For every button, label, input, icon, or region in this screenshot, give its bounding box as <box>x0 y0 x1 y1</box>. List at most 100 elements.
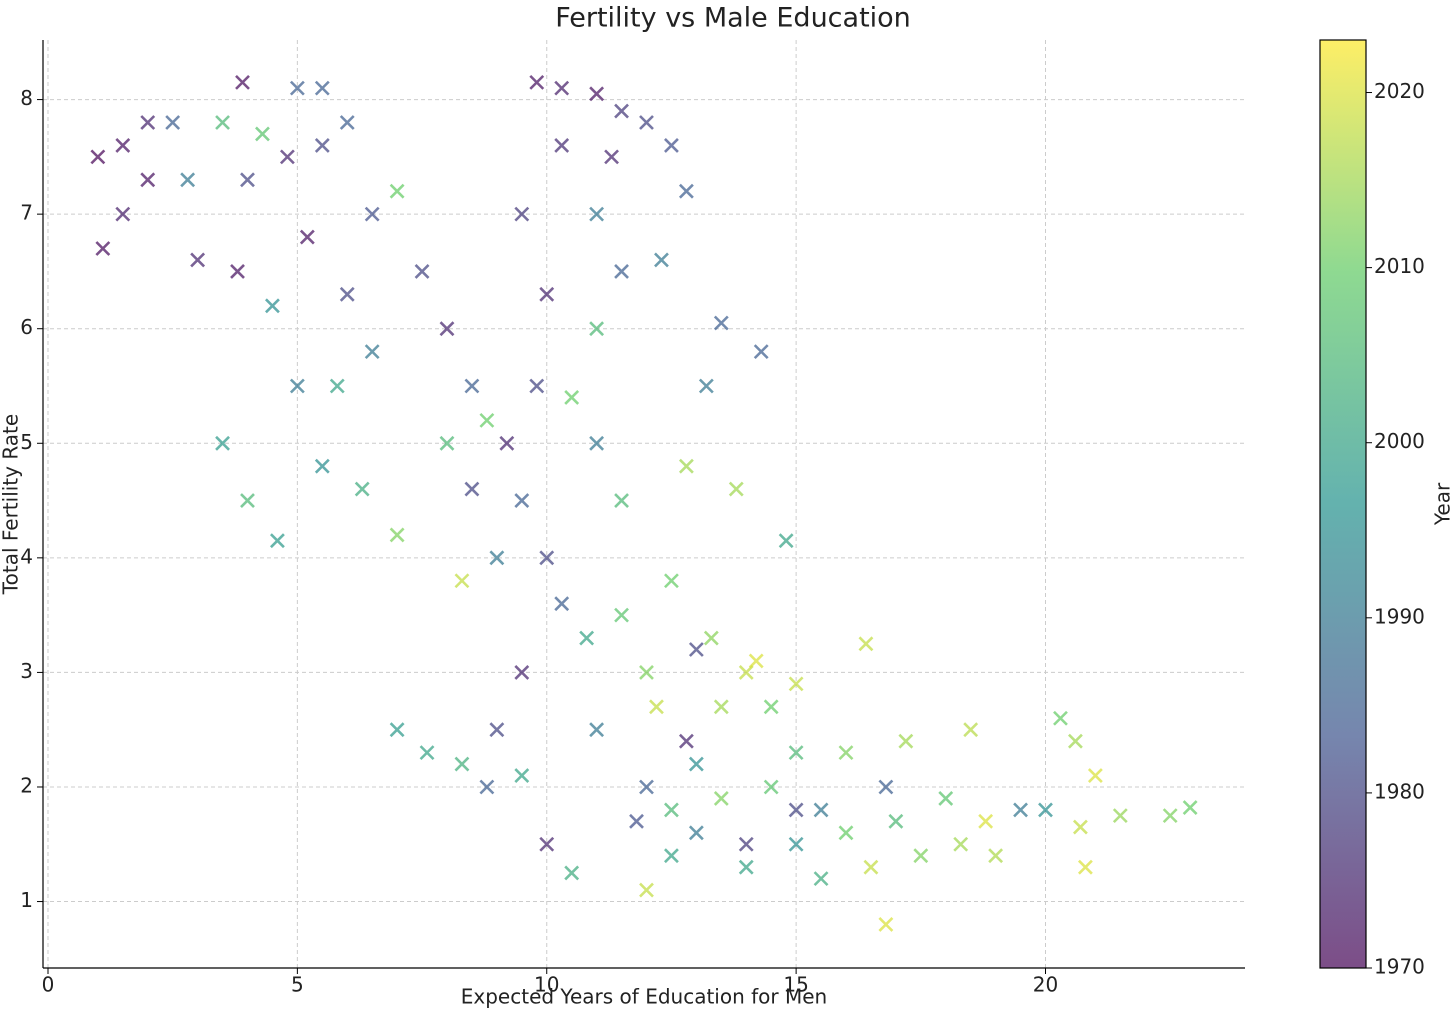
point <box>978 813 994 829</box>
point <box>788 836 804 852</box>
point <box>614 607 629 623</box>
y-tick-label: 7 <box>20 201 33 225</box>
point <box>713 791 729 806</box>
point <box>639 115 654 130</box>
x-tick-label: 20 <box>1033 973 1058 997</box>
chart-title: Fertility vs Male Education <box>555 3 911 34</box>
point <box>314 137 330 153</box>
point <box>554 80 570 96</box>
point <box>564 390 580 405</box>
point <box>389 722 405 738</box>
point <box>688 642 704 657</box>
point <box>938 791 954 806</box>
point <box>529 74 545 90</box>
point <box>339 115 355 130</box>
point <box>664 573 679 589</box>
point <box>738 859 754 875</box>
point <box>678 183 694 199</box>
point <box>279 149 295 165</box>
x-axis-label: Expected Years of Education for Men <box>461 985 827 1009</box>
point <box>664 137 679 153</box>
point <box>863 859 879 875</box>
point <box>564 865 580 881</box>
point <box>364 206 380 222</box>
x-tick-label: 10 <box>534 973 559 997</box>
point <box>499 435 515 451</box>
x-tick-label: 5 <box>291 973 304 997</box>
point <box>878 917 894 932</box>
point <box>604 149 620 165</box>
point <box>654 252 669 268</box>
point <box>589 722 605 738</box>
point <box>838 745 854 761</box>
point <box>115 206 131 222</box>
point <box>514 768 530 783</box>
point <box>539 286 555 302</box>
y-tick-label: 2 <box>20 773 33 797</box>
point <box>639 882 654 898</box>
point <box>678 733 694 749</box>
point <box>230 264 245 279</box>
point <box>1013 802 1028 818</box>
point <box>813 802 829 818</box>
point <box>778 533 794 549</box>
point <box>514 664 530 680</box>
colorbar-tick-label: 2000 <box>1374 429 1425 453</box>
point <box>269 533 285 549</box>
point <box>629 813 644 829</box>
point <box>589 86 605 102</box>
point <box>265 298 280 314</box>
point <box>299 229 315 245</box>
point <box>95 241 111 256</box>
point <box>728 481 744 497</box>
colorbar <box>1319 39 1367 969</box>
point <box>1068 733 1083 749</box>
x-tick-label: 15 <box>783 973 808 997</box>
point <box>439 435 455 451</box>
point <box>289 378 305 394</box>
point <box>339 286 355 302</box>
point <box>1112 808 1128 824</box>
point <box>1072 819 1088 835</box>
colorbar-tick-label: 1980 <box>1374 779 1425 803</box>
point <box>713 699 729 715</box>
point <box>489 550 505 566</box>
point <box>314 80 330 96</box>
point <box>255 126 270 142</box>
point <box>479 412 495 428</box>
point <box>614 264 629 279</box>
point <box>180 172 196 188</box>
point <box>953 836 969 852</box>
point <box>479 779 495 795</box>
point <box>698 378 714 394</box>
point <box>614 493 629 508</box>
point <box>539 836 555 852</box>
point <box>1077 859 1093 875</box>
colorbar-tick-label: 1970 <box>1374 955 1425 979</box>
y-tick-label: 1 <box>20 888 33 912</box>
point <box>115 137 131 153</box>
point <box>678 458 694 474</box>
point <box>539 550 555 566</box>
point <box>389 527 405 543</box>
point <box>190 252 206 268</box>
point <box>514 206 530 222</box>
colorbar-label: Year <box>1431 482 1455 526</box>
point <box>554 596 570 612</box>
point <box>454 573 470 589</box>
point <box>858 636 874 652</box>
point <box>748 653 764 669</box>
point <box>589 321 605 337</box>
point <box>898 733 914 749</box>
point <box>314 458 330 474</box>
point <box>688 756 704 772</box>
colorbar-tick-label: 2020 <box>1374 79 1425 103</box>
point <box>1087 768 1103 783</box>
point <box>589 435 605 451</box>
y-tick-label: 5 <box>20 430 33 454</box>
point <box>140 172 156 188</box>
point <box>514 493 530 508</box>
point <box>90 149 106 165</box>
point <box>589 206 605 222</box>
point <box>419 745 435 761</box>
